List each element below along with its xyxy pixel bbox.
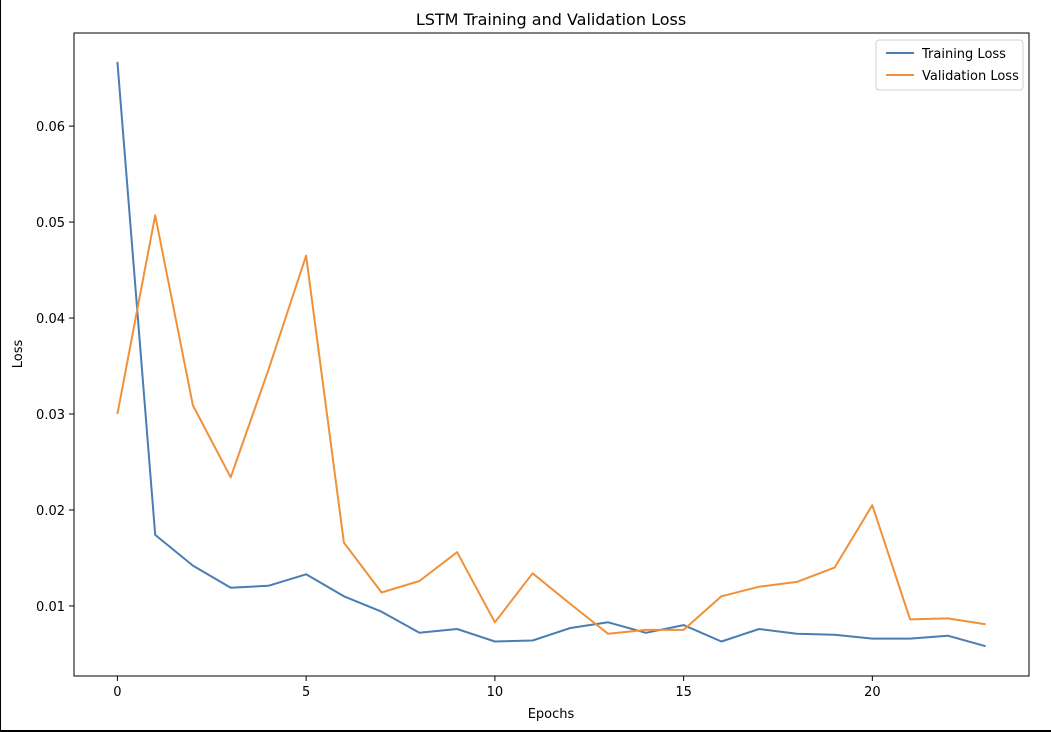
- x-tick-label: 0: [113, 685, 121, 700]
- y-tick-label: 0.01: [36, 600, 65, 615]
- y-axis-label: Loss: [11, 340, 26, 369]
- x-axis-label: Epochs: [528, 707, 575, 722]
- y-tick-label: 0.03: [36, 408, 65, 423]
- x-tick-label: 20: [864, 685, 881, 700]
- legend: Training Loss Validation Loss: [875, 39, 1024, 91]
- y-tick-label: 0.06: [36, 120, 65, 135]
- legend-label-validation: Validation Loss: [922, 69, 1019, 84]
- chart-title: LSTM Training and Validation Loss: [416, 10, 686, 29]
- validation-loss-line: [116, 214, 986, 635]
- x-tick-label: 5: [302, 685, 310, 700]
- y-tick-label: 0.04: [36, 312, 65, 327]
- legend-label-training: Training Loss: [921, 47, 1006, 62]
- training-loss-line: [116, 61, 986, 648]
- x-tick-label: 15: [675, 685, 692, 700]
- plot-area: [73, 32, 1030, 677]
- y-tick-label: 0.02: [36, 504, 65, 519]
- x-tick-label: 10: [487, 685, 504, 700]
- y-tick-label: 0.05: [36, 216, 65, 231]
